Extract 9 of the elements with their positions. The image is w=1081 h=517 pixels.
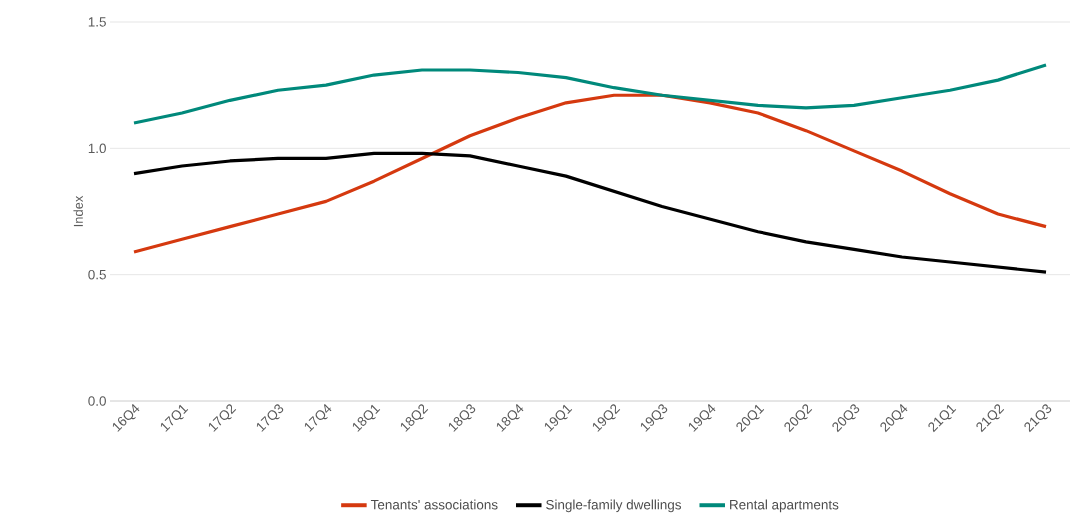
- y-tick-label: 1.5: [88, 17, 106, 27]
- legend-label: Single-family dwellings: [546, 499, 681, 513]
- line-series: [132, 93, 1048, 254]
- legend-label: Rental apartments: [730, 499, 839, 513]
- y-tick-label: 0.0: [88, 396, 106, 406]
- y-tick-label: 1.0: [88, 143, 106, 154]
- y-axis-title: Index: [73, 195, 83, 227]
- y-tick-label: 0.5: [88, 269, 106, 280]
- legend-label: Tenants' associations: [370, 499, 498, 510]
